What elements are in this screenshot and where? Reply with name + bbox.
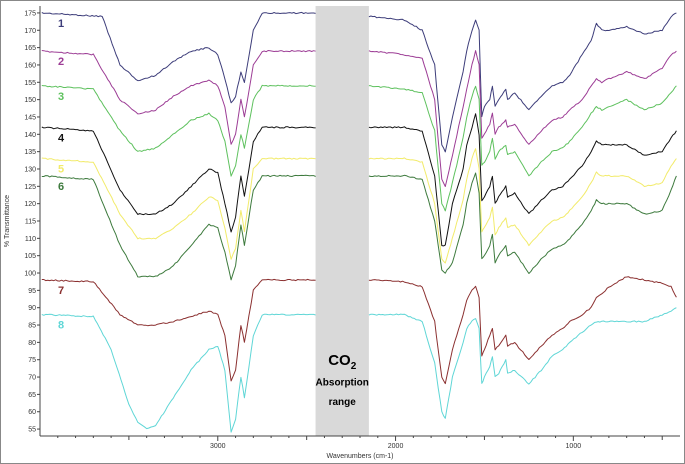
series-line [368,276,677,385]
series-labels: 1 2 3 4 5 6 7 8 [58,18,65,332]
co2-absorption-band [315,6,369,436]
series-lines [41,11,677,433]
y-tick-label: 175 [24,10,36,17]
y-tick-label: 170 [24,28,36,35]
y-tick-label: 55 [28,427,36,434]
series-line [41,278,316,382]
series-line [368,12,677,153]
y-tick-label: 70 [28,375,36,382]
x-axis-title: Wavenumbers (cm-1) [326,453,393,460]
series-line [41,157,316,260]
series-label: 1 [58,18,64,30]
series-label: 7 [58,285,64,297]
series-line [368,50,677,187]
y-axis-title: % Transmittance [4,195,11,247]
y-tick-label: 115 [25,219,36,226]
y-tick-label: 95 [28,288,36,295]
y-tick-label: 155 [24,80,36,87]
series-line [368,172,677,274]
y-tick-label: 140 [24,132,36,139]
co2-band-rect [315,6,369,436]
series-line [41,84,316,177]
co2-line2: range [329,397,357,408]
series-line [368,307,677,419]
x-tick-label: 1000 [566,443,582,450]
series-line [41,313,316,433]
series-label: 3 [58,91,64,103]
series-line [368,148,677,264]
y-tick-label: 125 [24,184,36,191]
series-line [41,126,316,233]
y-tick-label: 135 [24,149,36,156]
y-tick-label: 160 [24,62,36,69]
x-tick-label: 2000 [388,443,404,450]
y-tick-label: 130 [24,166,36,173]
y-tick-label: 165 [24,45,36,52]
y-tick-label: 120 [24,201,36,208]
series-label: 5 [58,164,64,176]
y-tick-label: 80 [28,340,36,347]
y-tick-label: 110 [25,236,36,243]
y-tick-label: 65 [28,392,36,399]
series-label: 2 [58,56,64,68]
y-tick-label: 100 [24,271,36,278]
series-line [368,85,677,212]
series-line [41,50,316,145]
co2-title-main: CO [328,352,351,369]
x-axis-ticks: 3000 2000 1000 [57,436,663,450]
series-line [41,11,316,104]
co2-line1: Absorption [316,378,369,389]
series-line [368,113,677,247]
y-tick-label: 150 [24,97,36,104]
co2-title: CO2 [328,352,357,372]
series-label: 8 [58,320,64,332]
y-tick-label: 75 [28,357,36,364]
series-label: 6 [58,181,64,193]
x-tick-label: 3000 [210,443,226,450]
y-tick-label: 90 [28,305,36,312]
co2-annotation: CO2 Absorption range [316,352,369,408]
series-label: 4 [58,132,65,144]
series-line [41,174,316,281]
co2-subscript: 2 [351,361,357,372]
y-tick-label: 60 [28,409,36,416]
y-tick-label: 85 [28,323,36,330]
y-tick-label: 145 [24,114,36,121]
y-tick-label: 105 [24,253,36,260]
y-axis-ticks: 55 60 65 70 75 80 85 90 95 100 105 110 115 120 125 130 1… [24,10,40,434]
